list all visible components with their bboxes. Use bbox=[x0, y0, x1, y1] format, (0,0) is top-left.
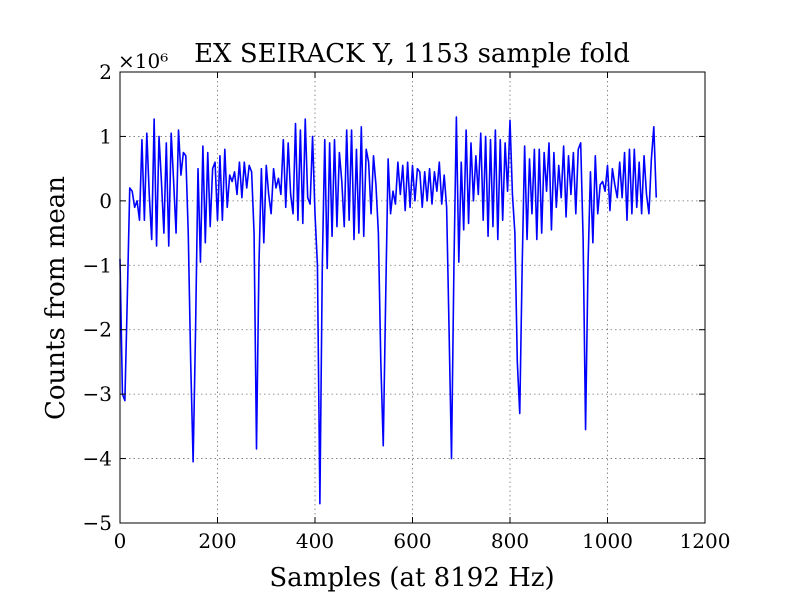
x-tick-label: 800 bbox=[491, 529, 529, 553]
y-tick-label: 2 bbox=[99, 60, 112, 84]
y-tick-label: −5 bbox=[83, 511, 112, 535]
grid-lines bbox=[120, 72, 705, 523]
axis-ticks bbox=[119, 71, 706, 524]
y-tick-labels: −5 −4 −3 −2 −1 0 1 2 bbox=[83, 60, 112, 535]
x-axis-label: Samples (at 8192 Hz) bbox=[269, 563, 554, 593]
x-tick-label: 400 bbox=[296, 529, 334, 553]
y-tick-label: 1 bbox=[99, 124, 112, 148]
y-multiplier-label: ×10⁶ bbox=[118, 49, 168, 73]
x-tick-label: 1200 bbox=[680, 529, 731, 553]
y-tick-label: −3 bbox=[83, 382, 112, 406]
x-tick-labels: 0 200 400 600 800 1000 1200 bbox=[114, 529, 731, 553]
x-tick-label: 600 bbox=[393, 529, 431, 553]
y-tick-label: −4 bbox=[83, 447, 112, 471]
x-tick-label: 0 bbox=[114, 529, 127, 553]
y-axis-label: Counts from mean bbox=[41, 176, 71, 420]
x-tick-label: 1000 bbox=[582, 529, 633, 553]
series-line bbox=[119, 116, 658, 505]
y-tick-label: −2 bbox=[83, 318, 112, 342]
x-tick-label: 200 bbox=[198, 529, 236, 553]
y-tick-label: −1 bbox=[83, 253, 112, 277]
y-tick-label: 0 bbox=[99, 189, 112, 213]
chart-title: EX SEIRACK Y, 1153 sample fold bbox=[194, 39, 630, 69]
